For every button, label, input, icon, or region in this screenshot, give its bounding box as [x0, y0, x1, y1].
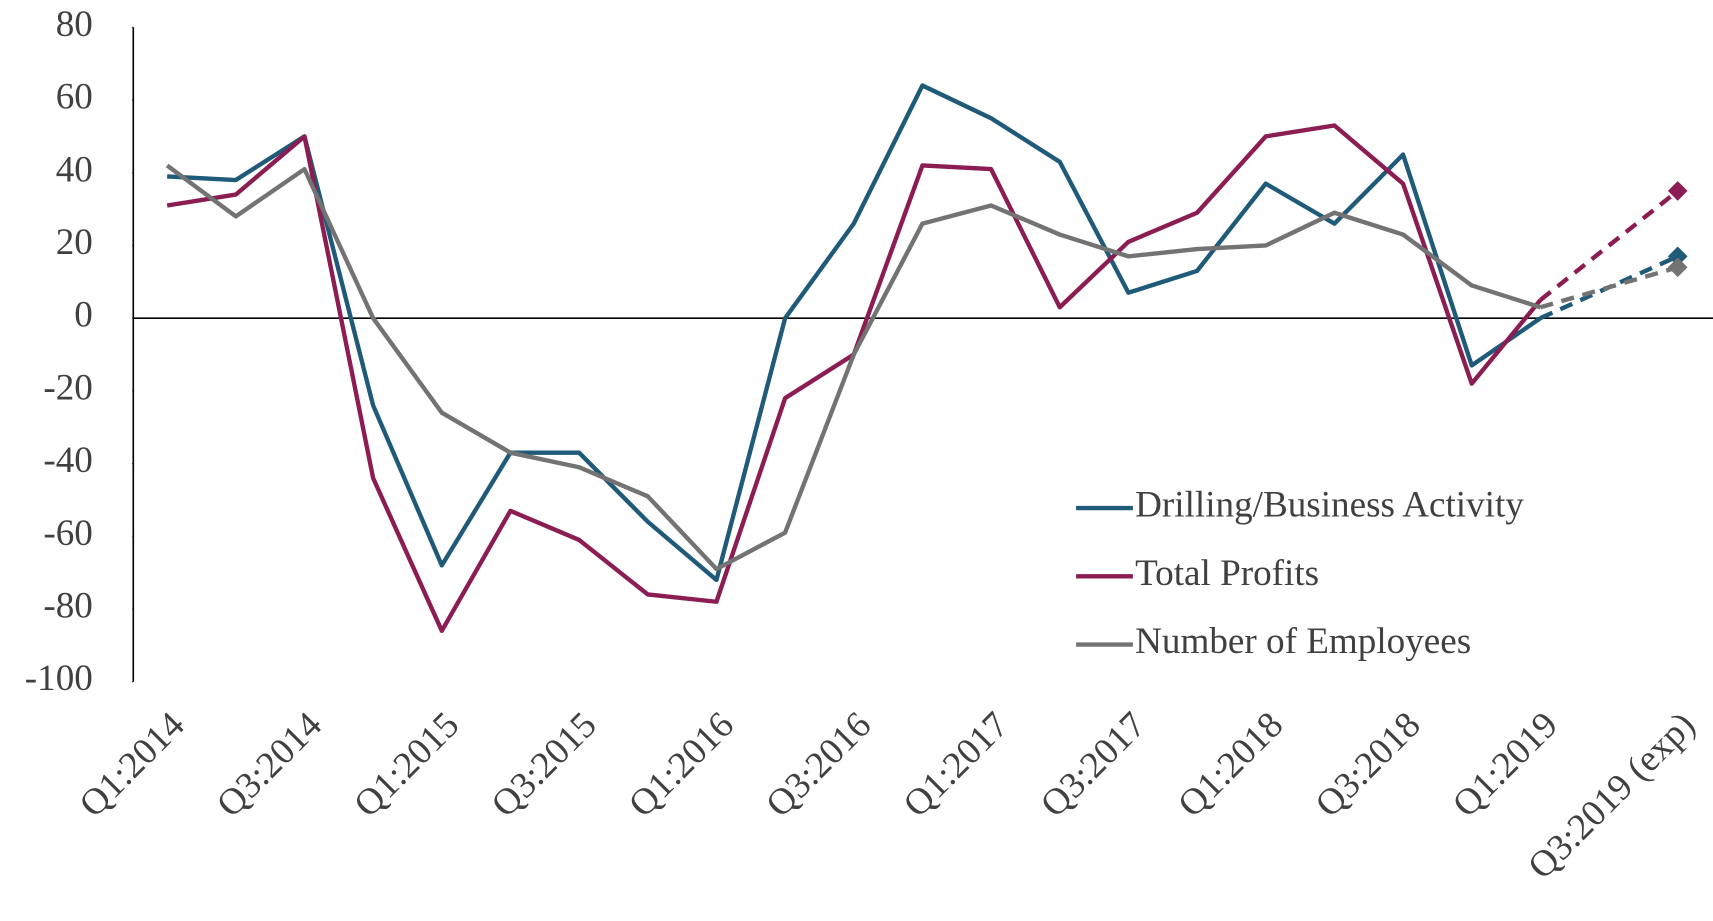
- series-line: [167, 83, 1542, 583]
- y-tick-label: -60: [43, 513, 92, 554]
- y-tick-label: -80: [43, 586, 92, 627]
- legend-label: Total Profits: [1135, 553, 1319, 594]
- x-tick-label: Q3:2018: [1308, 704, 1429, 825]
- y-tick-label: -20: [43, 367, 92, 408]
- projection-line: [1539, 265, 1679, 310]
- y-tick-label: -40: [43, 440, 92, 481]
- x-tick-label: Q3:2014: [209, 704, 330, 825]
- projection-marker: [1667, 257, 1688, 278]
- y-tick-label: -100: [25, 658, 93, 699]
- x-tick-label: Q3:2016: [758, 704, 879, 825]
- x-tick-label: Q1:2015: [346, 704, 467, 825]
- y-tick-label: 0: [74, 295, 93, 336]
- x-tick-label: Q1:2017: [896, 704, 1017, 825]
- x-tick-label: Q3:2015: [484, 704, 605, 825]
- x-tick-label: Q1:2019: [1445, 704, 1566, 825]
- legend-label: Number of Employees: [1135, 621, 1471, 662]
- projection-marker: [1667, 246, 1688, 267]
- projection-line: [1539, 189, 1680, 302]
- y-tick-label: 80: [56, 4, 93, 45]
- x-tick-label: Q1:2016: [621, 704, 742, 825]
- legend-label: Drilling/Business Activity: [1135, 485, 1524, 526]
- y-tick-label: 20: [56, 222, 93, 263]
- series-line: [165, 163, 1542, 572]
- x-tick-label: Q3:2017: [1033, 704, 1154, 825]
- x-tick-label: Q1:2018: [1170, 704, 1291, 825]
- y-tick-label: 60: [56, 77, 93, 118]
- series-line: [166, 123, 1543, 634]
- x-tick-label: Q1:2014: [72, 704, 193, 825]
- projection-marker: [1667, 181, 1688, 201]
- y-tick-label: 40: [56, 149, 93, 190]
